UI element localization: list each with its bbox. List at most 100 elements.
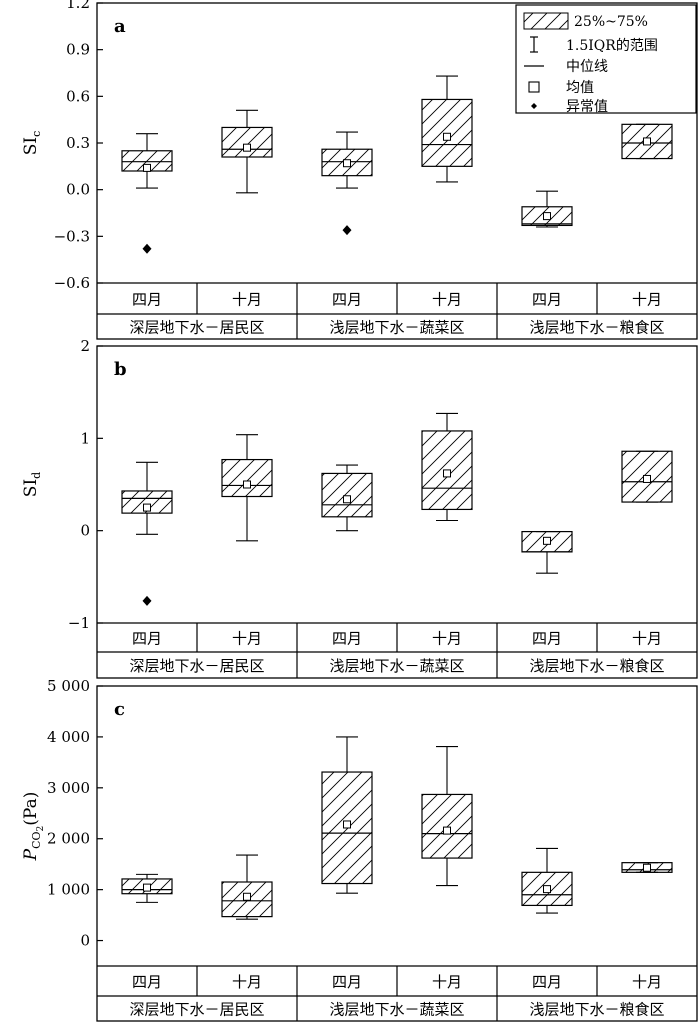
panel-letter: b [114,359,127,380]
legend-swatch-mean [528,81,540,93]
legend-label: 25%~75% [574,14,648,30]
panel-c: 5 000 4 000 3 000 2 000 1 000 0 PCO2(Pa) c 四月 十月 四… [21,677,698,1022]
iqr-box [221,126,273,158]
iqr-box [221,458,273,498]
mean-marker [143,503,151,512]
panel-frame [96,2,698,340]
month-label: 四月 [332,291,362,309]
y-tick-label: 2 [80,337,90,355]
mean-marker [543,885,551,894]
panel-frame [96,345,698,679]
mean-marker [443,132,451,141]
y-tick-label: 2 000 [47,830,90,848]
panel-a: 1.2 0.9 0.6 0.3 0.0 −0.3 −0.6 SIc a 四月 十月 四月 十月 四月 十月深… [21,0,698,340]
mean-marker [143,163,151,172]
legend-label: 1.5IQR的范围 [566,37,658,54]
legend-swatch-outlier [531,103,537,109]
iqr-box [421,793,473,859]
mean-marker [343,159,351,168]
panel-frame [96,685,698,1022]
y-tick-label: 0.9 [66,41,90,59]
month-label: 十月 [232,291,262,309]
mean-marker [343,495,351,504]
box-4 [421,75,473,183]
box-3 [321,131,373,236]
month-label: 十月 [432,291,462,309]
y-tick-label: −0.6 [54,274,90,292]
group-label: 深层地下水－居民区 [129,1001,264,1019]
legend-swatch-iqr [523,12,569,30]
box-5 [521,190,573,228]
mean-marker [243,480,251,489]
month-label: 四月 [132,291,162,309]
group-label: 深层地下水－居民区 [129,657,264,675]
group-label: 浅层地下水－粮食区 [529,657,664,675]
y-axis-label: SIc [21,131,43,156]
panel-letter: c [114,699,125,720]
month-label: 四月 [532,973,562,991]
month-label: 十月 [432,630,462,648]
mean-marker [643,863,651,872]
y-tick-label: 3 000 [47,779,90,797]
y-tick-label: 1 [80,429,90,447]
month-label: 十月 [632,630,662,648]
box-2 [221,854,273,920]
y-tick-label: 1.2 [66,0,90,12]
mean-marker [543,212,551,221]
iqr-box [321,472,373,518]
month-label: 四月 [532,291,562,309]
month-label: 十月 [632,291,662,309]
box-1 [121,873,173,903]
y-tick-label: 0.0 [66,181,90,199]
box-3 [321,736,373,894]
box-2 [221,434,273,542]
mean-marker [643,474,651,483]
y-tick-label: 0.3 [66,134,90,152]
box-4 [421,746,473,887]
legend-label: 均值 [566,80,594,96]
box-6 [621,862,673,873]
group-label: 浅层地下水－蔬菜区 [329,319,464,337]
month-label: 四月 [332,973,362,991]
mean-marker [443,826,451,835]
box-5 [521,847,573,914]
y-tick-label: −0.3 [54,227,90,245]
box-6 [621,123,673,160]
legend-label: 中位线 [566,59,608,75]
y-axis-label: SId [21,472,43,497]
group-label: 浅层地下水－蔬菜区 [329,1001,464,1019]
month-label: 十月 [632,973,662,991]
y-tick-label: 1 000 [47,881,90,899]
panel-letter: a [114,16,126,37]
box-1 [121,133,173,254]
box-6 [621,450,673,503]
group-label: 浅层地下水－粮食区 [529,1001,664,1019]
mean-marker [643,137,651,146]
month-label: 十月 [432,973,462,991]
group-label: 浅层地下水－蔬菜区 [329,657,464,675]
outlier-point [142,243,152,254]
y-tick-label: 0.6 [66,87,90,105]
box-3 [321,464,373,532]
mean-marker [443,469,451,478]
y-tick-label: 0 [80,522,90,540]
box-4 [421,412,473,522]
month-label: 四月 [532,630,562,648]
mean-marker [343,820,351,829]
mean-marker [143,883,151,892]
mean-marker [243,892,251,901]
outlier-point [142,595,152,606]
box-1 [121,461,173,606]
legend-label: 异常值 [566,99,608,115]
month-label: 四月 [132,630,162,648]
group-label: 深层地下水－居民区 [129,319,264,337]
y-axis-label: PCO2(Pa) [21,792,46,862]
y-tick-label: 5 000 [47,677,90,695]
y-tick-label: 0 [80,932,90,950]
iqr-box [121,490,173,514]
month-label: 四月 [332,630,362,648]
y-tick-label: −1 [68,614,90,632]
